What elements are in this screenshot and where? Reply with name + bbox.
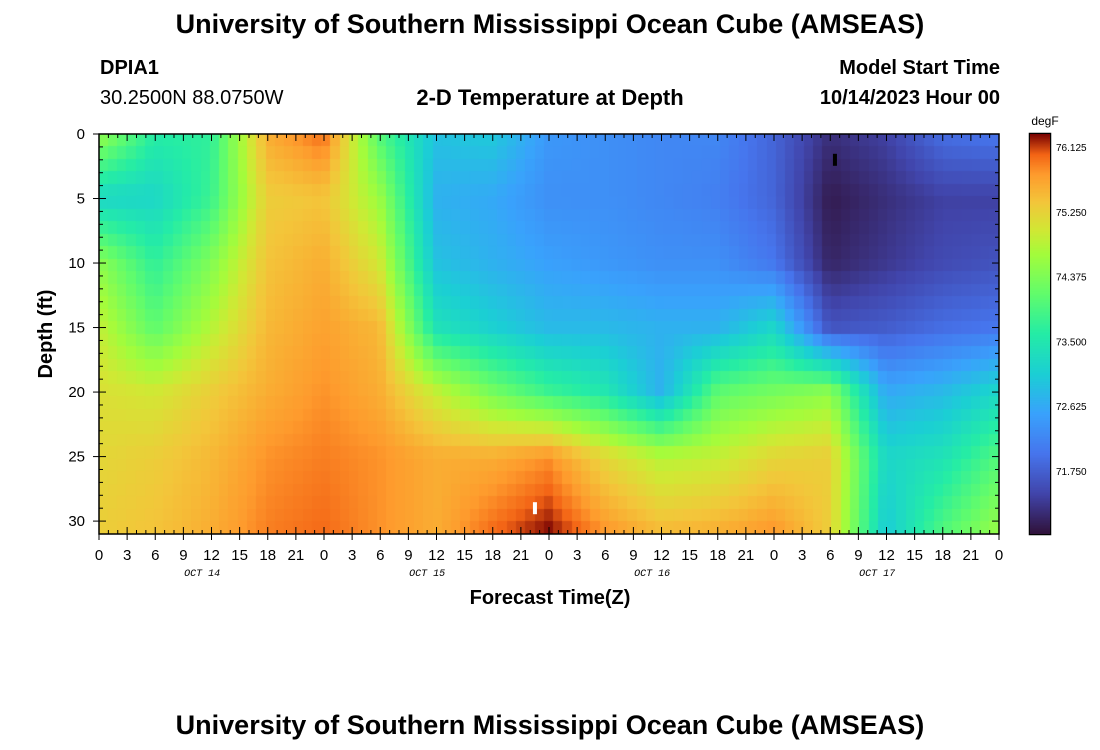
x-tick-label: 9 (629, 547, 637, 564)
footer-title: University of Southern Mississippi Ocean… (175, 710, 925, 740)
date-label: OCT 14 (184, 569, 221, 580)
date-label: OCT 16 (634, 569, 671, 580)
x-tick-label: 21 (963, 547, 980, 564)
y-axis-label: Depth (ft) (35, 290, 57, 379)
x-axis-ticks: 0 3 6 9 12 15 18 21 0 3 6 9 12 15 18 21 0 3 6 9 12 15 18 21 0 3 6 9… (95, 134, 1003, 564)
y-tick-label: 15 (68, 320, 85, 337)
y-tick-label: 0 (77, 126, 85, 143)
model-start-value: 10/14/2023 Hour 00 (819, 87, 1000, 109)
data-marker (832, 153, 837, 166)
x-tick-label: 3 (798, 547, 806, 564)
x-tick-label: 12 (878, 547, 895, 564)
date-label: OCT 17 (859, 569, 896, 580)
x-tick-label: 6 (151, 547, 159, 564)
x-tick-label: 3 (348, 547, 356, 564)
colorbar-tick-label: 76.125 (1056, 143, 1087, 154)
colorbar-tick-label: 75.250 (1056, 208, 1087, 219)
x-tick-label: 21 (738, 547, 755, 564)
x-tick-label: 15 (456, 547, 473, 564)
y-tick-label: 30 (68, 513, 85, 530)
x-tick-label: 15 (681, 547, 698, 564)
x-tick-label: 9 (854, 547, 862, 564)
x-tick-label: 18 (709, 547, 726, 564)
x-tick-label: 15 (906, 547, 923, 564)
x-tick-label: 15 (231, 547, 248, 564)
x-tick-label: 18 (934, 547, 951, 564)
x-tick-label: 3 (123, 547, 131, 564)
x-tick-label: 9 (179, 547, 187, 564)
main-title: University of Southern Mississippi Ocean… (175, 9, 925, 39)
x-tick-label: 21 (288, 547, 305, 564)
colorbar (1030, 134, 1050, 534)
x-tick-label: 21 (513, 547, 530, 564)
y-tick-label: 5 (77, 191, 85, 208)
x-tick-label: 0 (95, 547, 103, 564)
marker-layer (532, 153, 837, 515)
y-tick-label: 20 (68, 384, 85, 401)
x-tick-label: 12 (653, 547, 670, 564)
y-tick-label: 25 (68, 449, 85, 466)
x-tick-label: 3 (573, 547, 581, 564)
colorbar-tick-label: 73.500 (1056, 337, 1087, 348)
x-tick-label: 0 (770, 547, 778, 564)
x-tick-label: 18 (484, 547, 501, 564)
x-tick-label: 12 (428, 547, 445, 564)
colorbar-tick-label: 71.750 (1056, 467, 1087, 478)
x-tick-label: 0 (320, 547, 328, 564)
y-tick-label: 10 (68, 255, 85, 272)
x-tick-label: 6 (376, 547, 384, 564)
date-label: OCT 15 (409, 569, 446, 580)
temperature-heatmap (99, 134, 999, 534)
x-tick-label: 6 (826, 547, 834, 564)
station-coords: 30.2500N 88.0750W (100, 87, 284, 109)
plot-title: 2-D Temperature at Depth (416, 85, 684, 110)
x-tick-label: 18 (259, 547, 276, 564)
x-tick-label: 0 (545, 547, 553, 564)
x-tick-label: 9 (404, 547, 412, 564)
plot-frame (98, 133, 1000, 535)
x-tick-label: 0 (995, 547, 1003, 564)
colorbar-unit: degF (1031, 114, 1058, 128)
x-tick-label: 6 (601, 547, 609, 564)
data-marker (532, 502, 537, 515)
x-axis-label: Forecast Time(Z) (470, 587, 631, 609)
colorbar-tick-label: 74.375 (1056, 273, 1087, 284)
station-id: DPIA1 (100, 57, 159, 79)
colorbar-tick-label: 72.625 (1056, 402, 1087, 413)
x-tick-label: 12 (203, 547, 220, 564)
y-axis-ticks: 0 5 10 15 20 25 30 (68, 126, 999, 535)
model-start-label: Model Start Time (839, 57, 1000, 79)
